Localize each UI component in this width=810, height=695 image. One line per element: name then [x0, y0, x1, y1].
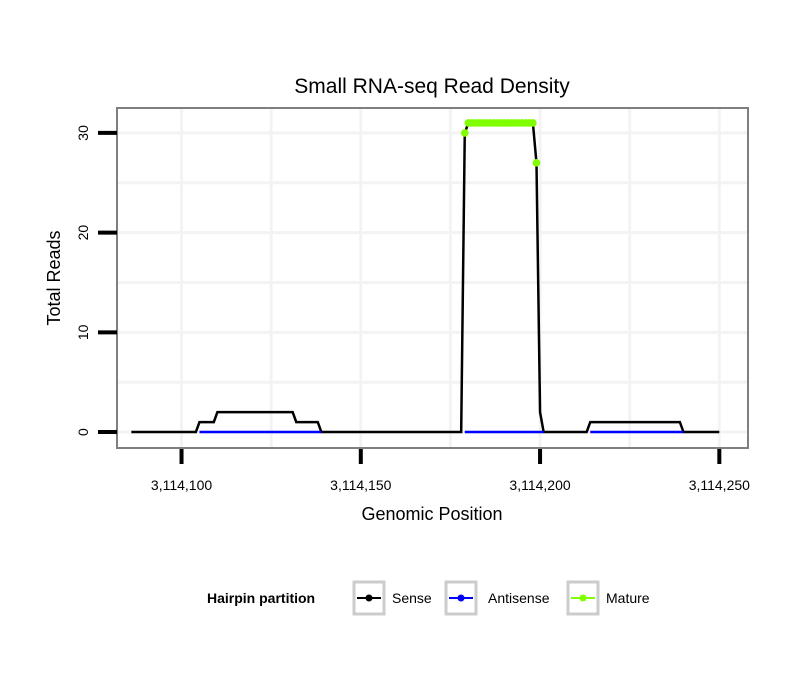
- legend-point-antisense: [457, 594, 465, 602]
- x-tick-label: 3,114,250: [689, 477, 750, 493]
- plot-border: [116, 107, 749, 449]
- gridlines: [117, 108, 748, 448]
- x-tick-label: 3,114,200: [509, 477, 570, 493]
- legend-label-antisense: Antisense: [488, 590, 550, 606]
- legend: Hairpin partition Sense Antisense Mature: [207, 580, 650, 616]
- x-axis-label: Genomic Position: [361, 504, 502, 524]
- chart-title: Small RNA-seq Read Density: [294, 75, 570, 98]
- legend-point-sense: [365, 594, 373, 602]
- axes: 3,114,100 3,114,150 3,114,200 3,114,250 0 10 2…: [75, 125, 750, 493]
- data-point-mature: [460, 129, 469, 137]
- series-layer: [131, 119, 720, 434]
- legend-title: Hairpin partition: [207, 590, 315, 606]
- legend-point-mature: [579, 594, 587, 602]
- legend-label-sense: Sense: [392, 590, 432, 606]
- y-axis-label: Total Reads: [44, 230, 64, 325]
- y-tick-label: 0: [75, 428, 91, 436]
- data-point-mature: [532, 159, 541, 167]
- x-tick-label: 3,114,100: [151, 477, 212, 493]
- y-tick-label: 10: [75, 324, 91, 340]
- y-tick-label: 20: [75, 225, 91, 241]
- legend-label-mature: Mature: [606, 590, 650, 606]
- y-tick-label: 30: [75, 125, 91, 141]
- x-tick-label: 3,114,150: [330, 477, 391, 493]
- plot-panel: [117, 108, 748, 448]
- data-point-mature: [529, 119, 537, 127]
